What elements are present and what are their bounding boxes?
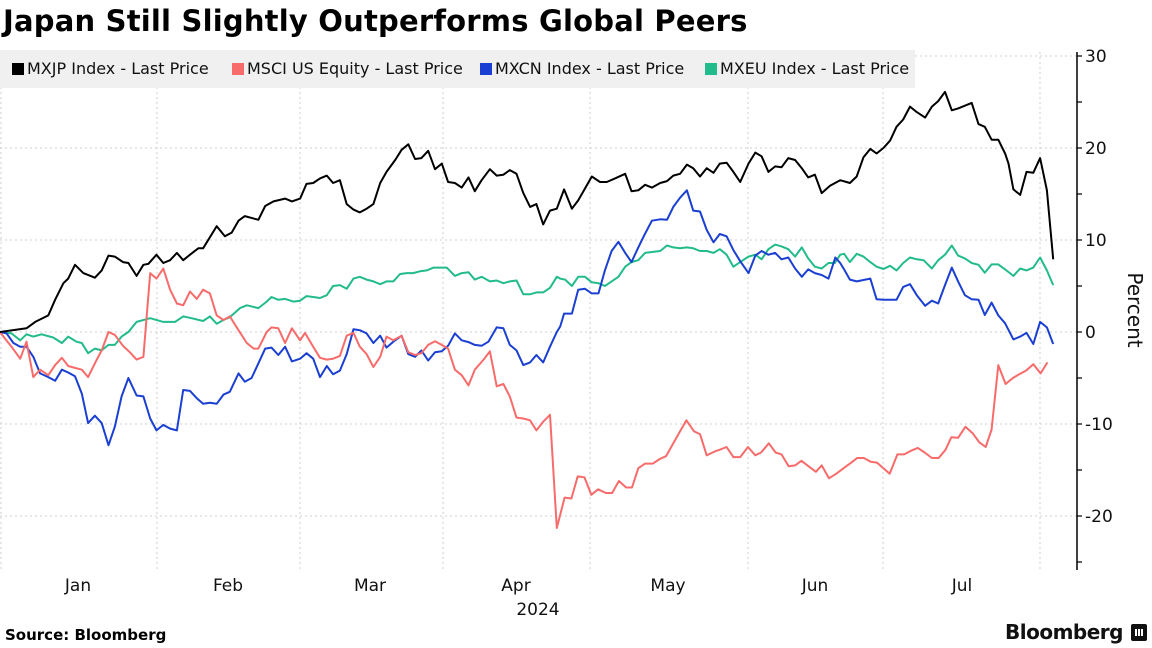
y-tick-label: 30: [1085, 47, 1107, 67]
y-tick-label: -10: [1085, 415, 1113, 435]
x-tick-label: Mar: [354, 576, 386, 596]
series-lines: [0, 90, 1055, 529]
x-tick-label: Apr: [501, 576, 530, 596]
legend-label: MXEU Index - Last Price: [720, 59, 910, 78]
y-axis: 30 20 10 0 -10 -20: [1076, 47, 1113, 570]
x-tick-label: May: [650, 576, 685, 596]
legend-label: MXCN Index - Last Price: [495, 59, 685, 78]
series-line-mxcn: [0, 189, 1055, 447]
x-axis-labels: Jan Feb Mar Apr May Jun Jul: [64, 576, 972, 596]
x-tick-label: Jan: [64, 576, 91, 596]
legend: MXJP Index - Last Price MSCI US Equity - …: [0, 50, 915, 88]
legend-swatch: [232, 62, 244, 75]
x-tick-label: Feb: [213, 576, 243, 596]
legend-item: MSCI US Equity - Last Price: [232, 59, 463, 78]
y-tick-label: 0: [1085, 323, 1096, 343]
series-line-msci: [0, 267, 1049, 529]
y-tick-label: 10: [1085, 231, 1107, 251]
x-axis-year-label: 2024: [516, 600, 559, 620]
legend-swatch: [480, 62, 492, 75]
legend-item: MXCN Index - Last Price: [480, 59, 684, 78]
series-line-mxjp: [0, 90, 1055, 333]
x-tick-label: Jul: [951, 576, 973, 596]
gridlines: [0, 52, 1077, 570]
y-axis-title: Percent: [1123, 272, 1147, 347]
chart-title: Japan Still Slightly Outperforms Global …: [3, 4, 748, 38]
source-note: Source: Bloomberg: [5, 626, 167, 644]
legend-item: MXJP Index - Last Price: [12, 59, 209, 78]
series-line-mxeu: [0, 243, 1055, 355]
y-tick-label: 20: [1085, 139, 1107, 159]
x-tick-label: Jun: [801, 576, 829, 596]
legend-label: MXJP Index - Last Price: [27, 59, 209, 78]
legend-item: MXEU Index - Last Price: [705, 59, 909, 78]
legend-swatch: [705, 62, 717, 75]
legend-label: MSCI US Equity - Last Price: [247, 59, 463, 78]
logo-text: Bloomberg: [1005, 620, 1123, 644]
bloomberg-logo: Bloomberg: [1005, 620, 1147, 644]
bloomberg-chart-icon: [1130, 623, 1147, 641]
y-tick-label: -20: [1085, 507, 1113, 527]
legend-swatch: [12, 62, 24, 75]
